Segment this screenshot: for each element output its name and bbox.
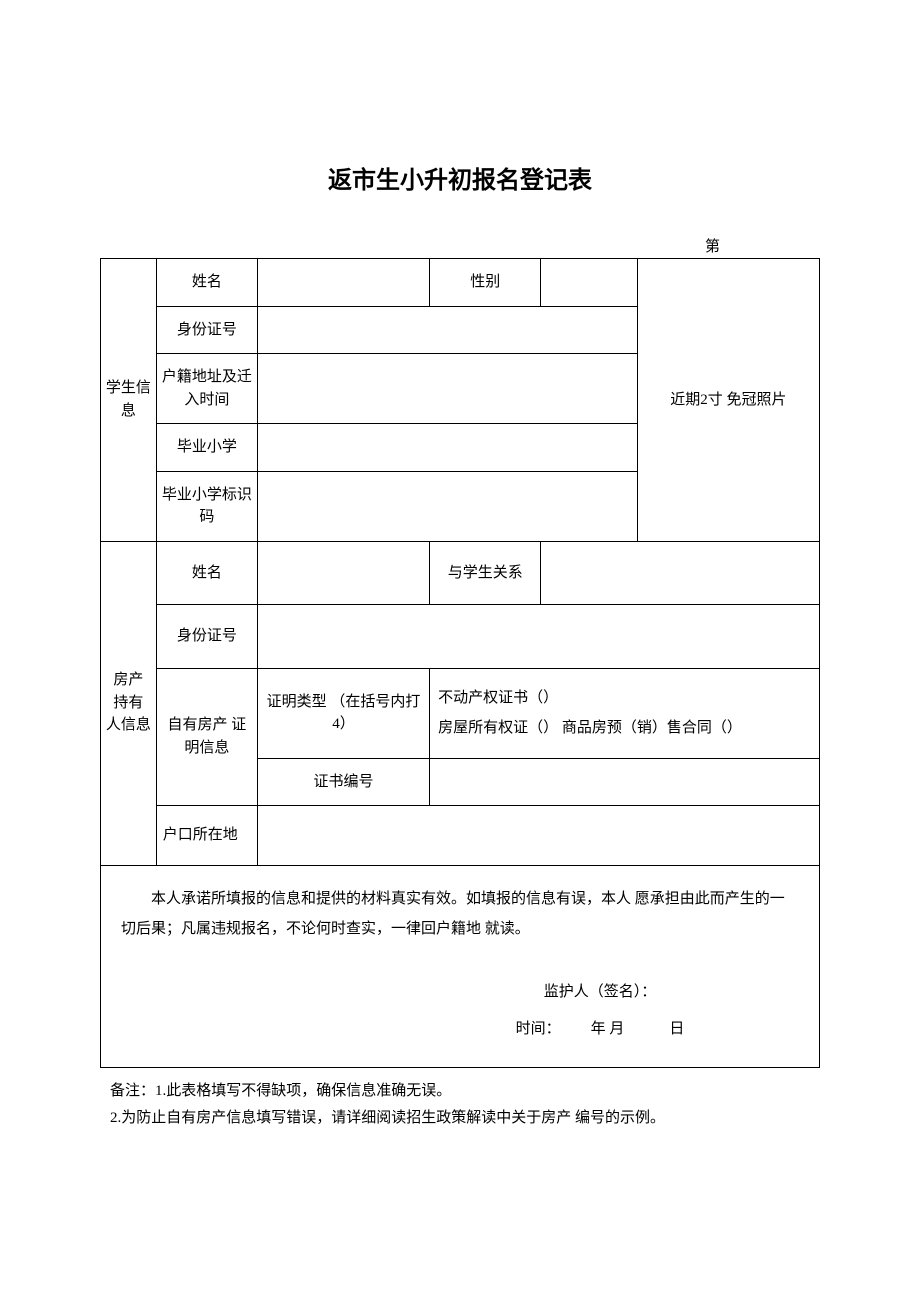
owner-hukou-label: 户口所在地 xyxy=(156,806,257,866)
student-gender-value[interactable] xyxy=(541,259,637,307)
student-name-value[interactable] xyxy=(257,259,429,307)
registration-table: 学生信息 姓名 性别 近期2寸 免冠照片 身份证号 户籍地址及迁入时间 毕业小学… xyxy=(100,258,820,1068)
owner-relation-value[interactable] xyxy=(541,541,820,605)
photo-placeholder: 近期2寸 免冠照片 xyxy=(637,259,819,542)
cert-type-options[interactable]: 不动产权证书（） 房屋所有权证（） 商品房预（销）售合同（） xyxy=(430,668,820,758)
page-number-label: 第 xyxy=(100,235,820,256)
guardian-sign-label: 监护人（签名）： xyxy=(401,974,799,1012)
declaration-text: 本人承诺所填报的信息和提供的材料真实有效。如填报的信息有误，本人 愿承担由此而产… xyxy=(121,884,799,944)
student-id-value[interactable] xyxy=(257,306,637,354)
student-hukou-label: 户籍地址及迁入时间 xyxy=(156,354,257,424)
owner-id-value[interactable] xyxy=(257,605,819,669)
student-gender-label: 性别 xyxy=(430,259,541,307)
owner-section-label: 房产 持有 人信息 xyxy=(101,541,157,865)
student-school-label: 毕业小学 xyxy=(156,424,257,472)
note-2: 2.为防止自有房产信息填写错误，请详细阅读招生政策解读中关于房产 编号的示例。 xyxy=(110,1105,820,1132)
student-school-code-label: 毕业小学标识码 xyxy=(156,471,257,541)
note-1: 备注：1.此表格填写不得缺项，确保信息准确无误。 xyxy=(110,1078,820,1105)
owner-name-value[interactable] xyxy=(257,541,429,605)
student-section-label: 学生信息 xyxy=(101,259,157,542)
cert-type-line2: 房屋所有权证（） 商品房预（销）售合同（） xyxy=(438,720,742,736)
student-id-label: 身份证号 xyxy=(156,306,257,354)
document-title: 返市生小升初报名登记表 xyxy=(100,160,820,195)
student-school-code-value[interactable] xyxy=(257,471,637,541)
cert-type-label: 证明类型 （在括号内打4） xyxy=(257,668,429,758)
owner-property-label: 自有房产 证明信息 xyxy=(156,668,257,806)
notes-section: 备注：1.此表格填写不得缺项，确保信息准确无误。 2.为防止自有房产信息填写错误… xyxy=(100,1078,820,1132)
owner-name-label: 姓名 xyxy=(156,541,257,605)
owner-relation-label: 与学生关系 xyxy=(430,541,541,605)
owner-id-label: 身份证号 xyxy=(156,605,257,669)
declaration-section: 本人承诺所填报的信息和提供的材料真实有效。如填报的信息有误，本人 愿承担由此而产… xyxy=(101,865,820,1067)
owner-hukou-value[interactable] xyxy=(257,806,819,866)
student-school-value[interactable] xyxy=(257,424,637,472)
cert-type-line1: 不动产权证书（） xyxy=(438,690,558,706)
cert-no-value[interactable] xyxy=(430,758,820,806)
date-label: 时间： 年 月 日 xyxy=(401,1011,799,1049)
student-hukou-value[interactable] xyxy=(257,354,637,424)
cert-no-label: 证书编号 xyxy=(257,758,429,806)
student-name-label: 姓名 xyxy=(156,259,257,307)
